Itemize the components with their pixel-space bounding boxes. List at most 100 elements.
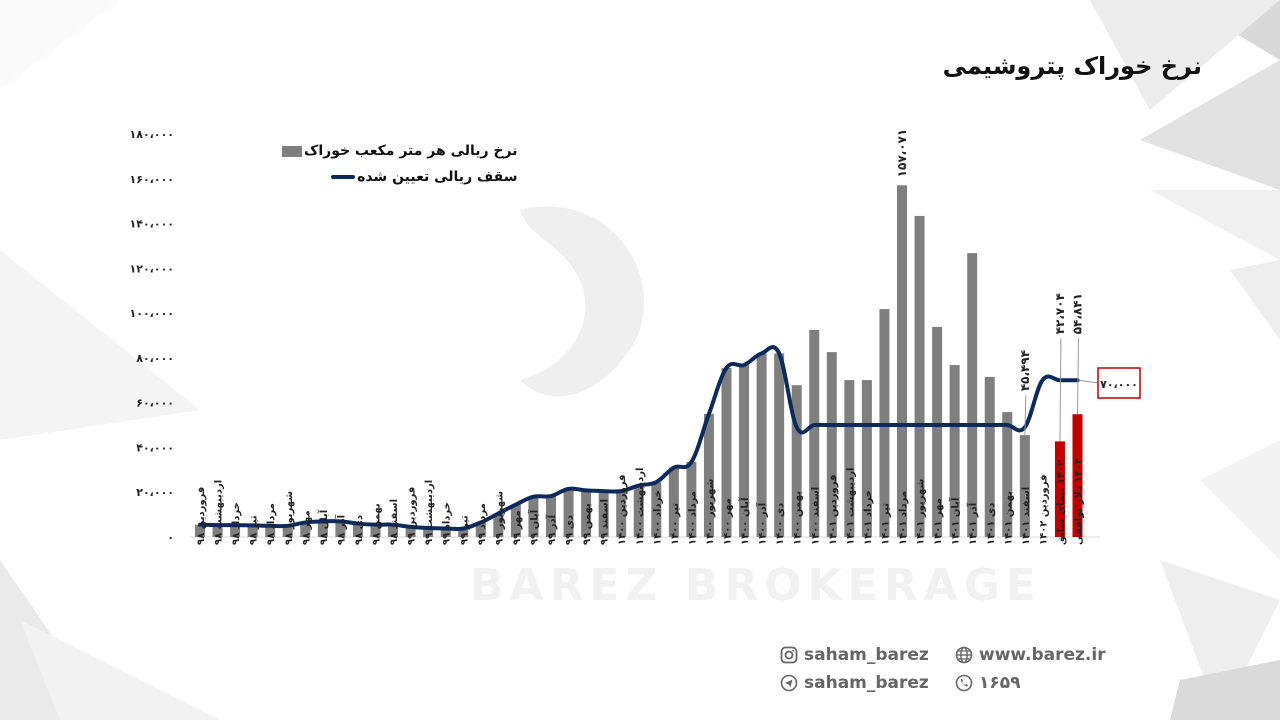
- bar: [581, 490, 592, 537]
- instagram-icon: [780, 646, 798, 664]
- x-tick-label: بهمن ۱۴۰۱: [1003, 491, 1014, 545]
- bar: [686, 461, 697, 537]
- bar: [212, 525, 223, 537]
- callout-leader: [1079, 379, 1099, 384]
- bar: [826, 352, 837, 537]
- bar: [405, 526, 416, 537]
- x-tick-label: مهر ۹۹: [512, 510, 523, 545]
- bar: [967, 253, 978, 537]
- x-tick-label: فروردین ۱۴۰۰: [617, 474, 628, 545]
- bar: [897, 185, 907, 537]
- legend-item-line: سقف ریالی تعیین شده: [282, 164, 518, 190]
- telegram-link[interactable]: saham_barez: [780, 673, 929, 693]
- bar: [247, 525, 258, 537]
- bar: [844, 380, 855, 537]
- bar: [335, 521, 346, 537]
- bar: [388, 524, 399, 537]
- bar: [546, 496, 556, 537]
- data-label-leader: [1024, 395, 1027, 436]
- x-tick-label: دی ۹۹: [565, 515, 576, 545]
- bar: [458, 528, 469, 537]
- ceiling-line: [198, 345, 1080, 531]
- x-tick-label: خرداد ۱۴۰۰: [652, 490, 663, 545]
- bar: [861, 380, 872, 537]
- bar: [809, 329, 820, 537]
- x-tick-label: فروردین ۹۸: [196, 487, 207, 545]
- bar: [282, 525, 293, 537]
- legend-line-swatch: [331, 175, 356, 179]
- bar: [423, 528, 434, 537]
- x-tick-label: آبان ۹۸: [317, 509, 330, 545]
- x-tick-label: بهمن ۹۹: [582, 503, 593, 545]
- y-tick-label: ۸۰،۰۰۰: [136, 352, 174, 365]
- y-tick-label: ۱۲۰،۰۰۰: [130, 262, 174, 275]
- x-tick-label: اسفند ۱۴۰۰: [810, 487, 821, 545]
- data-label-leader: [1059, 338, 1062, 442]
- x-tick-label: ۱۴۰۲ نیمای سابق: [1056, 460, 1067, 545]
- y-tick-label: ۰: [167, 531, 174, 544]
- x-tick-label: شهریور ۹۹: [494, 491, 505, 545]
- x-tick-label: دی ۱۴۰۰: [775, 503, 786, 545]
- bar: [265, 525, 276, 537]
- legend-line-label: سقف ریالی تعیین شده: [357, 169, 518, 185]
- phone-link[interactable]: ۱۶۵۹: [955, 673, 1021, 693]
- x-tick-label: آذر ۱۴۰۰: [756, 502, 769, 545]
- x-tick-label: تیر ۱۴۰۰: [670, 503, 681, 545]
- x-tick-label: تیر ۹۹: [459, 515, 470, 545]
- x-tick-label: شهریور ۹۸: [284, 491, 295, 545]
- x-tick-label: مرداد ۱۴۰۰: [687, 491, 698, 545]
- y-tick-label: ۱۴۰،۰۰۰: [130, 218, 174, 231]
- bar: [352, 523, 363, 537]
- callout-label: ۷۰،۰۰۰: [1100, 378, 1138, 391]
- phone-number: ۱۶۵۹: [979, 673, 1021, 693]
- y-tick-label: ۲۰،۰۰۰: [136, 486, 174, 499]
- bar: [791, 385, 802, 537]
- telegram-handle: saham_barez: [804, 673, 929, 693]
- x-tick-label: خرداد ۱۴۰۱: [863, 490, 874, 545]
- bar: [756, 353, 767, 537]
- bar: [739, 365, 750, 537]
- bar: [563, 488, 574, 537]
- bar: [1019, 435, 1030, 537]
- bar: [1054, 441, 1065, 537]
- x-tick-label: مهر ۱۴۰۰: [723, 498, 734, 545]
- data-label-leader: [1077, 338, 1079, 415]
- x-tick-label: آذر ۱۴۰۱: [966, 502, 979, 545]
- callout-box: [1097, 367, 1141, 399]
- x-tick-label: ۱۴۰۲ دلار توافقی: [1074, 458, 1085, 545]
- bar: [949, 365, 960, 537]
- bar: [668, 467, 679, 537]
- legend-bar-label: نرخ ریالی هر متر مکعب خوراک: [304, 143, 518, 159]
- bar: [598, 491, 609, 537]
- bar: [370, 524, 381, 537]
- bar: [616, 491, 627, 537]
- x-tick-label: خرداد ۹۸: [231, 502, 242, 545]
- x-tick-label: بهمن ۹۸: [372, 503, 383, 545]
- x-tick-label: اردیبهشت ۹۸: [214, 480, 225, 545]
- x-tick-label: مرداد ۹۹: [477, 503, 488, 545]
- chart-legend: نرخ ریالی هر متر مکعب خوراک سقف ریالی تع…: [282, 138, 518, 190]
- x-tick-label: آبان ۹۹: [527, 509, 540, 545]
- data-label: ۴۲،۷۰۴: [1053, 293, 1067, 334]
- y-tick-label: ۱۶۰،۰۰۰: [130, 173, 174, 186]
- x-tick-label: دی ۹۸: [354, 515, 365, 545]
- website-link[interactable]: www.barez.ir: [955, 645, 1106, 665]
- x-tick-label: تیر ۱۴۰۱: [880, 503, 891, 545]
- data-label: ۱۵۷،۰۷۱: [895, 129, 909, 178]
- x-tick-label: اسفند ۱۴۰۱: [1021, 487, 1032, 545]
- x-tick-label: مرداد ۹۸: [266, 503, 277, 545]
- bar: [317, 521, 328, 537]
- bar: [493, 513, 504, 537]
- x-tick-label: اردیبهشت ۱۴۰۰: [635, 468, 646, 545]
- legend-item-bars: نرخ ریالی هر متر مکعب خوراک: [282, 138, 518, 164]
- svg-text:BAREZ BROKERAGE: BAREZ BROKERAGE: [470, 560, 1042, 611]
- bar: [879, 309, 890, 537]
- telegram-icon: [780, 674, 798, 692]
- instagram-link[interactable]: saham_barez: [780, 645, 929, 665]
- phone-icon: [955, 674, 973, 692]
- bar: [914, 215, 925, 537]
- x-tick-label: آبان ۱۴۰۰: [738, 497, 751, 545]
- x-tick-label: شهریور ۱۴۰۱: [916, 478, 927, 545]
- x-tick-label: آذر ۹۸: [334, 514, 347, 545]
